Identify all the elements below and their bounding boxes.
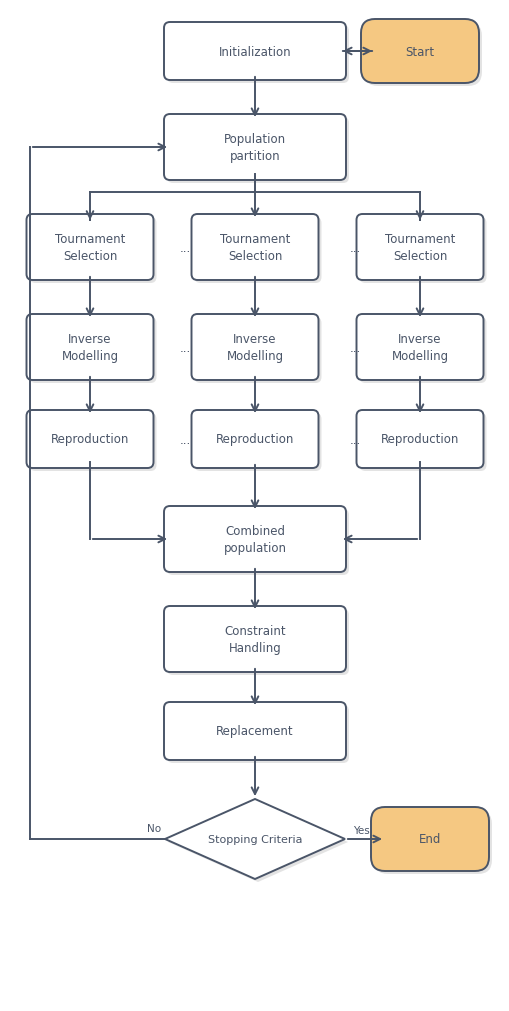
FancyBboxPatch shape xyxy=(356,410,483,468)
FancyBboxPatch shape xyxy=(360,20,478,84)
FancyBboxPatch shape xyxy=(30,413,156,471)
FancyBboxPatch shape xyxy=(30,317,156,383)
Text: Inverse
Modelling: Inverse Modelling xyxy=(226,333,283,363)
Text: Yes: Yes xyxy=(352,825,369,835)
FancyBboxPatch shape xyxy=(164,703,345,760)
FancyBboxPatch shape xyxy=(164,23,345,81)
FancyBboxPatch shape xyxy=(191,410,318,468)
Text: Stopping Criteria: Stopping Criteria xyxy=(207,834,302,844)
Polygon shape xyxy=(167,802,347,883)
FancyBboxPatch shape xyxy=(166,510,348,575)
Text: No: No xyxy=(147,823,161,833)
Text: End: End xyxy=(418,833,440,845)
Text: Tournament
Selection: Tournament Selection xyxy=(384,233,455,263)
Polygon shape xyxy=(165,800,344,880)
Text: Replacement: Replacement xyxy=(216,725,293,738)
FancyBboxPatch shape xyxy=(194,217,321,284)
Text: Tournament
Selection: Tournament Selection xyxy=(54,233,125,263)
FancyBboxPatch shape xyxy=(191,314,318,380)
FancyBboxPatch shape xyxy=(356,214,483,281)
FancyBboxPatch shape xyxy=(356,314,483,380)
FancyBboxPatch shape xyxy=(359,217,486,284)
Text: Population
partition: Population partition xyxy=(223,132,286,163)
FancyBboxPatch shape xyxy=(370,807,488,871)
Text: Inverse
Modelling: Inverse Modelling xyxy=(61,333,118,363)
FancyBboxPatch shape xyxy=(363,23,481,87)
FancyBboxPatch shape xyxy=(26,214,153,281)
FancyBboxPatch shape xyxy=(26,314,153,380)
FancyBboxPatch shape xyxy=(373,810,491,875)
FancyBboxPatch shape xyxy=(359,317,486,383)
FancyBboxPatch shape xyxy=(166,610,348,675)
FancyBboxPatch shape xyxy=(194,413,321,471)
Text: ...: ... xyxy=(179,242,190,254)
FancyBboxPatch shape xyxy=(166,118,348,184)
FancyBboxPatch shape xyxy=(164,507,345,572)
Text: Reproduction: Reproduction xyxy=(380,433,458,446)
Text: Reproduction: Reproduction xyxy=(51,433,129,446)
FancyBboxPatch shape xyxy=(359,413,486,471)
FancyBboxPatch shape xyxy=(164,115,345,181)
Text: ...: ... xyxy=(349,433,360,446)
FancyBboxPatch shape xyxy=(194,317,321,383)
Text: Constraint
Handling: Constraint Handling xyxy=(224,625,285,654)
Text: ...: ... xyxy=(349,341,360,354)
Text: Start: Start xyxy=(405,45,434,59)
Text: ...: ... xyxy=(179,341,190,354)
FancyBboxPatch shape xyxy=(30,217,156,284)
Text: Reproduction: Reproduction xyxy=(215,433,294,446)
Text: Inverse
Modelling: Inverse Modelling xyxy=(391,333,448,363)
Text: Tournament
Selection: Tournament Selection xyxy=(219,233,290,263)
Text: ...: ... xyxy=(349,242,360,254)
FancyBboxPatch shape xyxy=(166,26,348,84)
FancyBboxPatch shape xyxy=(26,410,153,468)
FancyBboxPatch shape xyxy=(191,214,318,281)
FancyBboxPatch shape xyxy=(164,607,345,672)
Text: ...: ... xyxy=(179,433,190,446)
Text: Initialization: Initialization xyxy=(218,45,291,59)
FancyBboxPatch shape xyxy=(166,706,348,763)
Text: Combined
population: Combined population xyxy=(223,525,286,554)
